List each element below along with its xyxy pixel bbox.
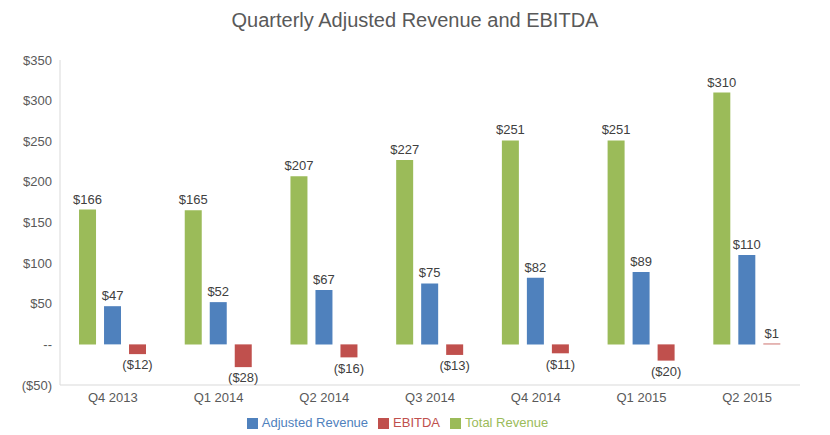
- svg-text:Q4 2013: Q4 2013: [88, 390, 138, 405]
- svg-text:$150: $150: [23, 215, 52, 230]
- svg-text:($11): ($11): [546, 357, 575, 372]
- svg-text:$250: $250: [23, 134, 52, 149]
- svg-text:($12): ($12): [122, 357, 152, 372]
- svg-text:$251: $251: [602, 122, 631, 137]
- html-text:Quarterly Adjusted Revenue and: Quarterly Adjusted Revenue and EBITDA: [231, 9, 599, 31]
- svg-text:$89: $89: [630, 254, 652, 269]
- svg-text:$52: $52: [207, 284, 229, 299]
- svg-text:$82: $82: [525, 260, 547, 275]
- html-text:Adjusted Revenue: Adjusted Revenue: [261, 415, 369, 430]
- svg-text:$166: $166: [73, 192, 102, 207]
- svg-text:$75: $75: [419, 265, 441, 280]
- svg-text:$200: $200: [23, 174, 52, 189]
- svg-text:$165: $165: [179, 192, 208, 207]
- svg-text:$300: $300: [23, 93, 52, 108]
- svg-text:Q1 2015: Q1 2015: [616, 390, 666, 405]
- svg-text:$47: $47: [102, 288, 124, 303]
- svg-text:Q4 2014: Q4 2014: [511, 390, 561, 405]
- svg-text:$227: $227: [390, 142, 419, 157]
- svg-text:$207: $207: [284, 158, 313, 173]
- svg-text:$350: $350: [23, 53, 52, 68]
- svg-text:($50): ($50): [22, 378, 52, 393]
- svg-text:$1: $1: [765, 326, 779, 341]
- svg-text:Q3 2014: Q3 2014: [405, 390, 455, 405]
- svg-text:($28): ($28): [228, 370, 258, 385]
- svg-text:$310: $310: [707, 75, 736, 90]
- svg-text:($20): ($20): [651, 364, 681, 379]
- svg-text:Q2 2014: Q2 2014: [299, 390, 349, 405]
- svg-text:$251: $251: [496, 122, 525, 137]
- svg-text:$67: $67: [313, 272, 335, 287]
- html-text:EBITDA: EBITDA: [393, 415, 440, 430]
- svg-text:$110: $110: [733, 237, 761, 252]
- svg-text:$100: $100: [23, 256, 52, 271]
- svg-text:($13): ($13): [439, 358, 469, 373]
- svg-text:$50: $50: [30, 296, 52, 311]
- svg-text:Q1 2014: Q1 2014: [194, 390, 244, 405]
- svg-text:($16): ($16): [334, 361, 364, 376]
- html-text:Total Revenue: Total Revenue: [465, 415, 549, 430]
- svg-text:--: --: [43, 337, 52, 352]
- svg-text:Q2 2015: Q2 2015: [722, 390, 772, 405]
